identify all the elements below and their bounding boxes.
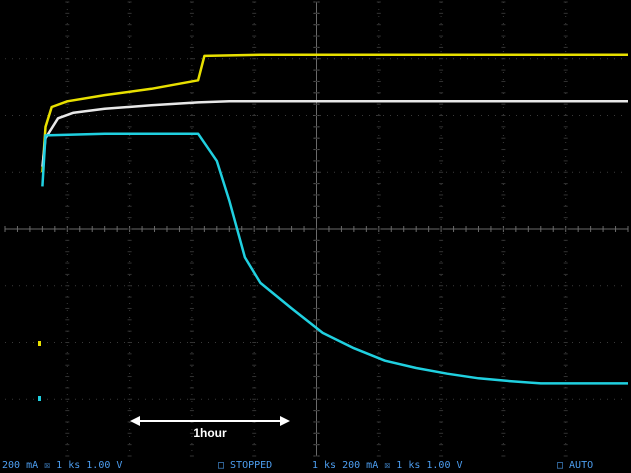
ch1-settings: 200 mA ☒ 1 ks 1.00 V bbox=[2, 460, 123, 471]
annotation-label: 1hour bbox=[193, 426, 227, 440]
annotation-arrow-left-head bbox=[130, 416, 140, 426]
ground-markers bbox=[38, 341, 41, 401]
ch1-ground-marker bbox=[38, 341, 41, 346]
ch-cyan-trace bbox=[41, 132, 628, 385]
status-bar: 200 mA ☒ 1 ks 1.00 V □ STOPPED 1 ks 200 … bbox=[0, 458, 631, 473]
ch-white-trace bbox=[41, 100, 628, 167]
ch2-ground-marker bbox=[38, 396, 41, 401]
trigger-mode: □ AUTO bbox=[557, 460, 594, 471]
time-span-annotation: 1hour bbox=[130, 416, 290, 440]
ch2-settings: 1 ks 200 mA ☒ 1 ks 1.00 V bbox=[312, 460, 463, 471]
acquisition-status: □ STOPPED bbox=[218, 460, 273, 471]
trace-layer bbox=[41, 53, 628, 385]
ch-yellow-trace bbox=[41, 53, 628, 173]
graticule bbox=[4, 1, 629, 457]
annotation-arrow-right-head bbox=[280, 416, 290, 426]
